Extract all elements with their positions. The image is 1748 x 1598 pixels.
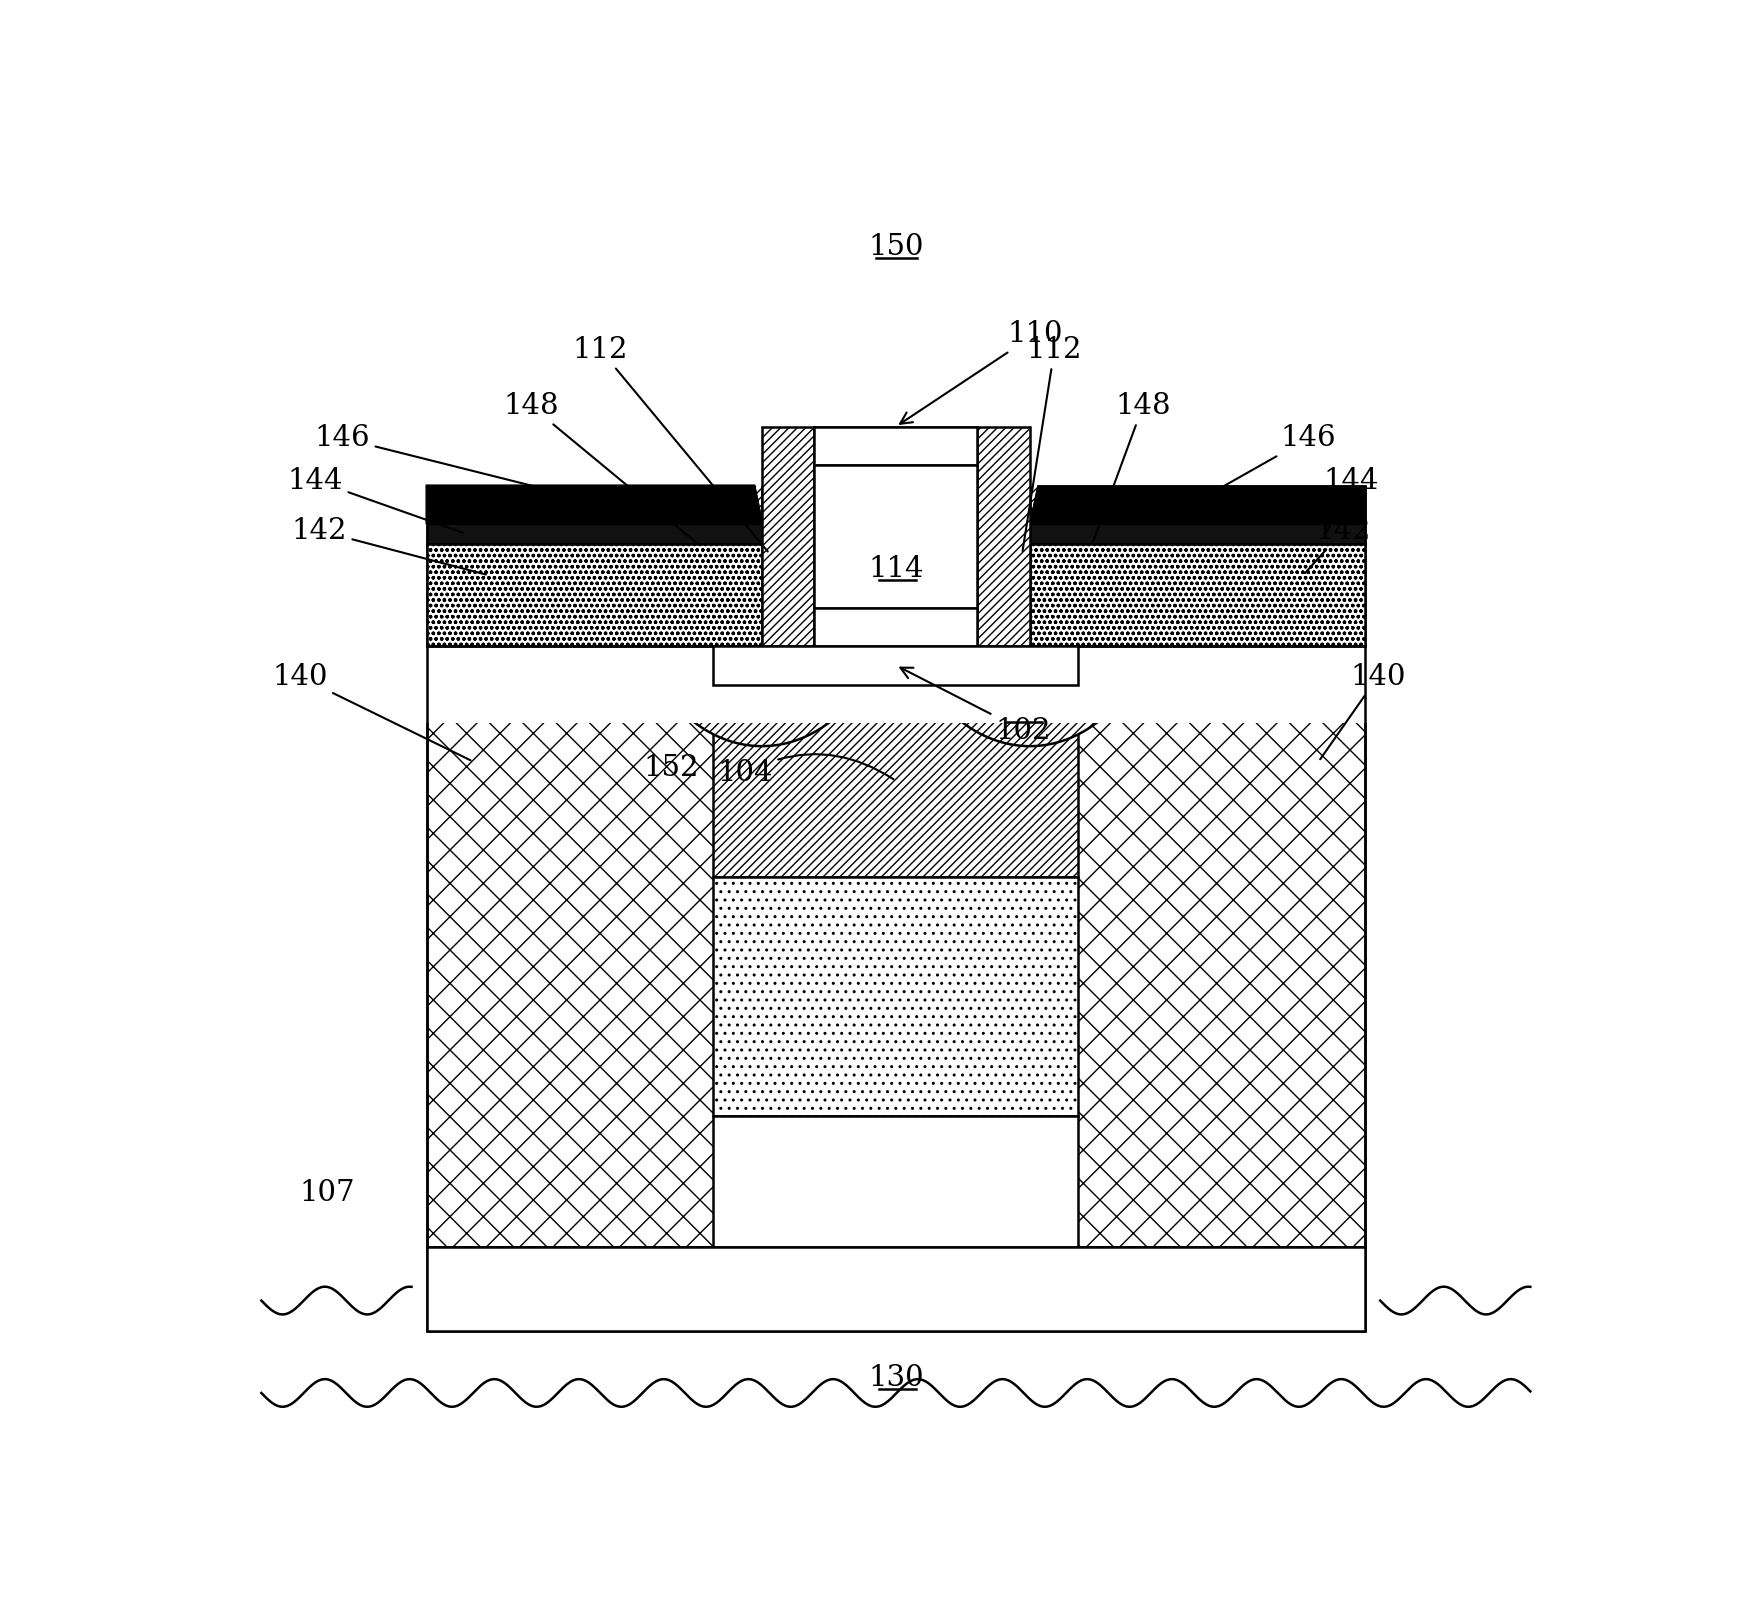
Text: 150: 150 [869,233,923,260]
Bar [713,684,1079,877]
Bar [1030,523,1365,545]
Bar [762,427,815,646]
Bar [427,545,762,646]
Text: 112: 112 [572,336,767,551]
Bar [815,465,977,607]
Text: 112: 112 [1023,336,1082,551]
Text: 146: 146 [1199,423,1337,500]
Bar [713,646,1079,684]
Text: 148: 148 [503,392,697,545]
Bar [427,523,762,545]
Text: 114: 114 [869,555,923,583]
Text: 152: 152 [643,754,699,781]
Bar [427,646,1365,1246]
Text: 144: 144 [287,467,463,532]
Text: 142: 142 [1306,516,1370,574]
Bar [713,877,1079,1115]
Ellipse shape [628,392,897,746]
Bar [427,1246,1365,1331]
Bar [1030,545,1365,646]
Bar [815,607,977,646]
Polygon shape [1030,486,1365,523]
Bar [427,545,762,646]
Text: 130: 130 [869,1363,923,1392]
Text: 140: 140 [273,663,470,761]
Bar [713,1115,1079,1246]
Bar [713,646,1079,684]
Text: 146: 146 [315,423,591,500]
Text: 110: 110 [900,320,1063,423]
Text: 104: 104 [717,754,893,788]
Ellipse shape [895,392,1164,746]
Text: 148: 148 [1092,392,1171,543]
Bar [427,1246,1365,1331]
Bar [815,427,977,465]
Bar [815,607,977,646]
Bar [224,646,1570,722]
Bar [977,427,1030,646]
Bar [977,427,1030,646]
Bar [1030,545,1365,646]
Polygon shape [427,486,762,523]
Text: 144: 144 [1323,467,1379,531]
Bar [815,465,977,607]
Text: 107: 107 [299,1179,355,1206]
Bar [815,427,977,465]
Bar [762,427,815,646]
Text: 140: 140 [1320,663,1405,759]
Bar [427,523,762,545]
Polygon shape [427,486,762,523]
Bar [1030,523,1365,545]
Bar [224,192,1570,486]
Text: 102: 102 [900,668,1051,745]
Text: 142: 142 [292,516,486,575]
Polygon shape [1030,486,1365,523]
